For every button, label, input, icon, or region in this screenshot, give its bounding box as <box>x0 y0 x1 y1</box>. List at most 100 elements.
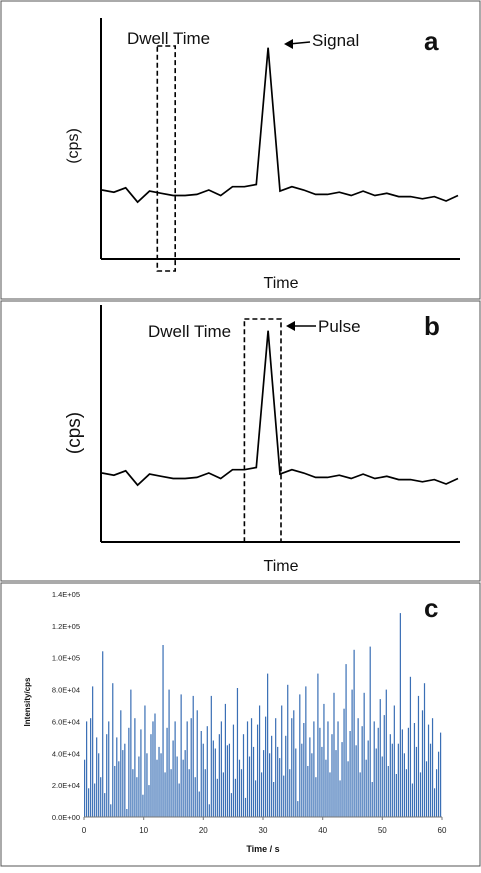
panel-c-bar-175 <box>436 769 437 817</box>
panel-c-bar-73 <box>231 793 232 817</box>
panel-c-ytick-label-6: 1.2E+05 <box>52 622 80 631</box>
panel-c-ytick-label-4: 8.0E+04 <box>52 686 80 695</box>
panel-c-bar-65 <box>215 749 216 818</box>
panel-c-bar-163 <box>412 784 413 818</box>
panel-c-ytick-label-1: 2.0E+04 <box>52 781 80 790</box>
panel-c-bar-172 <box>430 744 431 817</box>
panel-a-line <box>102 48 458 202</box>
panel-c-bar-57 <box>199 792 200 818</box>
panel-c-bar-70 <box>225 704 226 817</box>
panel-b-dwell-box <box>244 319 281 542</box>
panel-c: 0.0E+002.0E+044.0E+046.0E+048.0E+041.0E+… <box>23 590 447 854</box>
panel-c-bar-37 <box>158 747 159 817</box>
panel-b-peak-arrow <box>286 321 316 331</box>
panel-c-bar-66 <box>217 779 218 817</box>
panel-c-bar-96 <box>277 747 278 817</box>
panel-c-bar-113 <box>311 753 312 817</box>
panel-c-bar-170 <box>426 761 427 817</box>
panel-c-bar-144 <box>374 721 375 817</box>
panel-c-xtick-label-0: 0 <box>82 826 87 835</box>
panel-c-bar-45 <box>175 721 176 817</box>
panel-c-bar-67 <box>219 734 220 817</box>
panel-c-bar-139 <box>364 693 365 817</box>
panel-b-peak-label: Pulse <box>318 317 361 336</box>
panel-c-bar-156 <box>398 744 399 817</box>
panel-c-bar-150 <box>386 690 387 817</box>
panel-c-label: c <box>424 593 438 623</box>
panel-c-bar-35 <box>154 714 155 818</box>
panel-c-bar-101 <box>287 685 288 817</box>
panel-c-bar-26 <box>136 777 137 817</box>
panel-c-bar-62 <box>209 804 210 817</box>
panel-c-bar-68 <box>221 721 222 817</box>
panel-c-bar-21 <box>126 809 127 817</box>
panel-c-bar-110 <box>305 686 306 817</box>
panel-c-bar-132 <box>349 731 350 817</box>
panel-b-line <box>102 331 458 485</box>
panel-c-bar-27 <box>138 757 139 818</box>
panel-c-bar-166 <box>418 696 419 817</box>
panel-c-bar-19 <box>122 750 123 817</box>
panel-c-bar-108 <box>301 744 302 817</box>
panel-c-bar-84 <box>253 747 254 817</box>
panel-c-bar-135 <box>356 745 357 817</box>
panel-c-bar-145 <box>376 749 377 818</box>
panel-c-bar-69 <box>223 772 224 817</box>
panel-c-bar-47 <box>179 784 180 818</box>
panel-c-bar-64 <box>213 741 214 818</box>
panel-c-bar-61 <box>207 726 208 817</box>
panel-c-bar-42 <box>168 690 169 817</box>
panel-c-bar-15 <box>114 766 115 817</box>
panel-a-xlabel: Time <box>264 275 299 292</box>
panel-c-xtick-label-6: 60 <box>438 826 447 835</box>
panel-c-bar-125 <box>335 750 336 817</box>
panel-c-bar-52 <box>189 769 190 817</box>
panel-c-bar-95 <box>275 718 276 817</box>
panel-c-bar-16 <box>116 737 117 817</box>
panel-c-bar-109 <box>303 723 304 817</box>
panel-c-bar-133 <box>351 690 352 817</box>
panel-c-bar-14 <box>112 683 113 817</box>
panel-c-bar-41 <box>166 728 167 817</box>
panel-c-bar-76 <box>237 688 238 817</box>
panel-c-bar-174 <box>434 788 435 817</box>
panel-b-ylabel: (cps) <box>64 412 85 454</box>
panel-c-bar-60 <box>205 769 206 817</box>
panel-c-bar-55 <box>195 777 196 817</box>
panel-c-bar-56 <box>197 710 198 817</box>
panel-c-bar-71 <box>227 745 228 817</box>
panel-c-ytick-label-2: 4.0E+04 <box>52 749 80 758</box>
panel-c-bar-0 <box>84 760 85 817</box>
panel-c-bar-128 <box>341 742 342 817</box>
panel-b-xlabel: Time <box>264 558 299 575</box>
panel-c-bar-153 <box>392 744 393 817</box>
panel-c-bar-119 <box>323 704 324 817</box>
panel-c-xlabel: Time / s <box>246 844 279 854</box>
panel-c-bar-92 <box>269 753 270 817</box>
panel-c-bar-138 <box>362 726 363 817</box>
panel-c-y-ticks: 0.0E+002.0E+044.0E+046.0E+048.0E+041.0E+… <box>52 590 80 822</box>
panel-c-bar-105 <box>295 749 296 818</box>
panel-c-xtick-label-2: 20 <box>199 826 208 835</box>
panel-c-bar-100 <box>285 736 286 817</box>
panel-c-bar-79 <box>243 734 244 817</box>
panel-c-bar-86 <box>257 725 258 817</box>
panel-c-xtick-label-5: 50 <box>378 826 387 835</box>
panel-c-bar-31 <box>146 753 147 817</box>
panel-b-series <box>102 331 458 485</box>
panel-c-bar-165 <box>416 747 417 817</box>
panel-c-bar-168 <box>422 710 423 817</box>
panel-c-bar-80 <box>245 798 246 817</box>
panel-c-bar-94 <box>273 782 274 817</box>
panel-c-bar-85 <box>255 780 256 817</box>
panel-c-bar-131 <box>347 761 348 817</box>
panel-c-bar-148 <box>382 757 383 818</box>
panel-a-ylabel: (cps) <box>65 128 82 164</box>
panel-c-bar-158 <box>402 729 403 817</box>
panel-c-bar-124 <box>333 693 334 817</box>
panel-c-bar-54 <box>193 696 194 817</box>
panel-c-bar-171 <box>428 725 429 817</box>
panel-c-bar-46 <box>177 757 178 818</box>
panel-c-bar-49 <box>183 760 184 817</box>
